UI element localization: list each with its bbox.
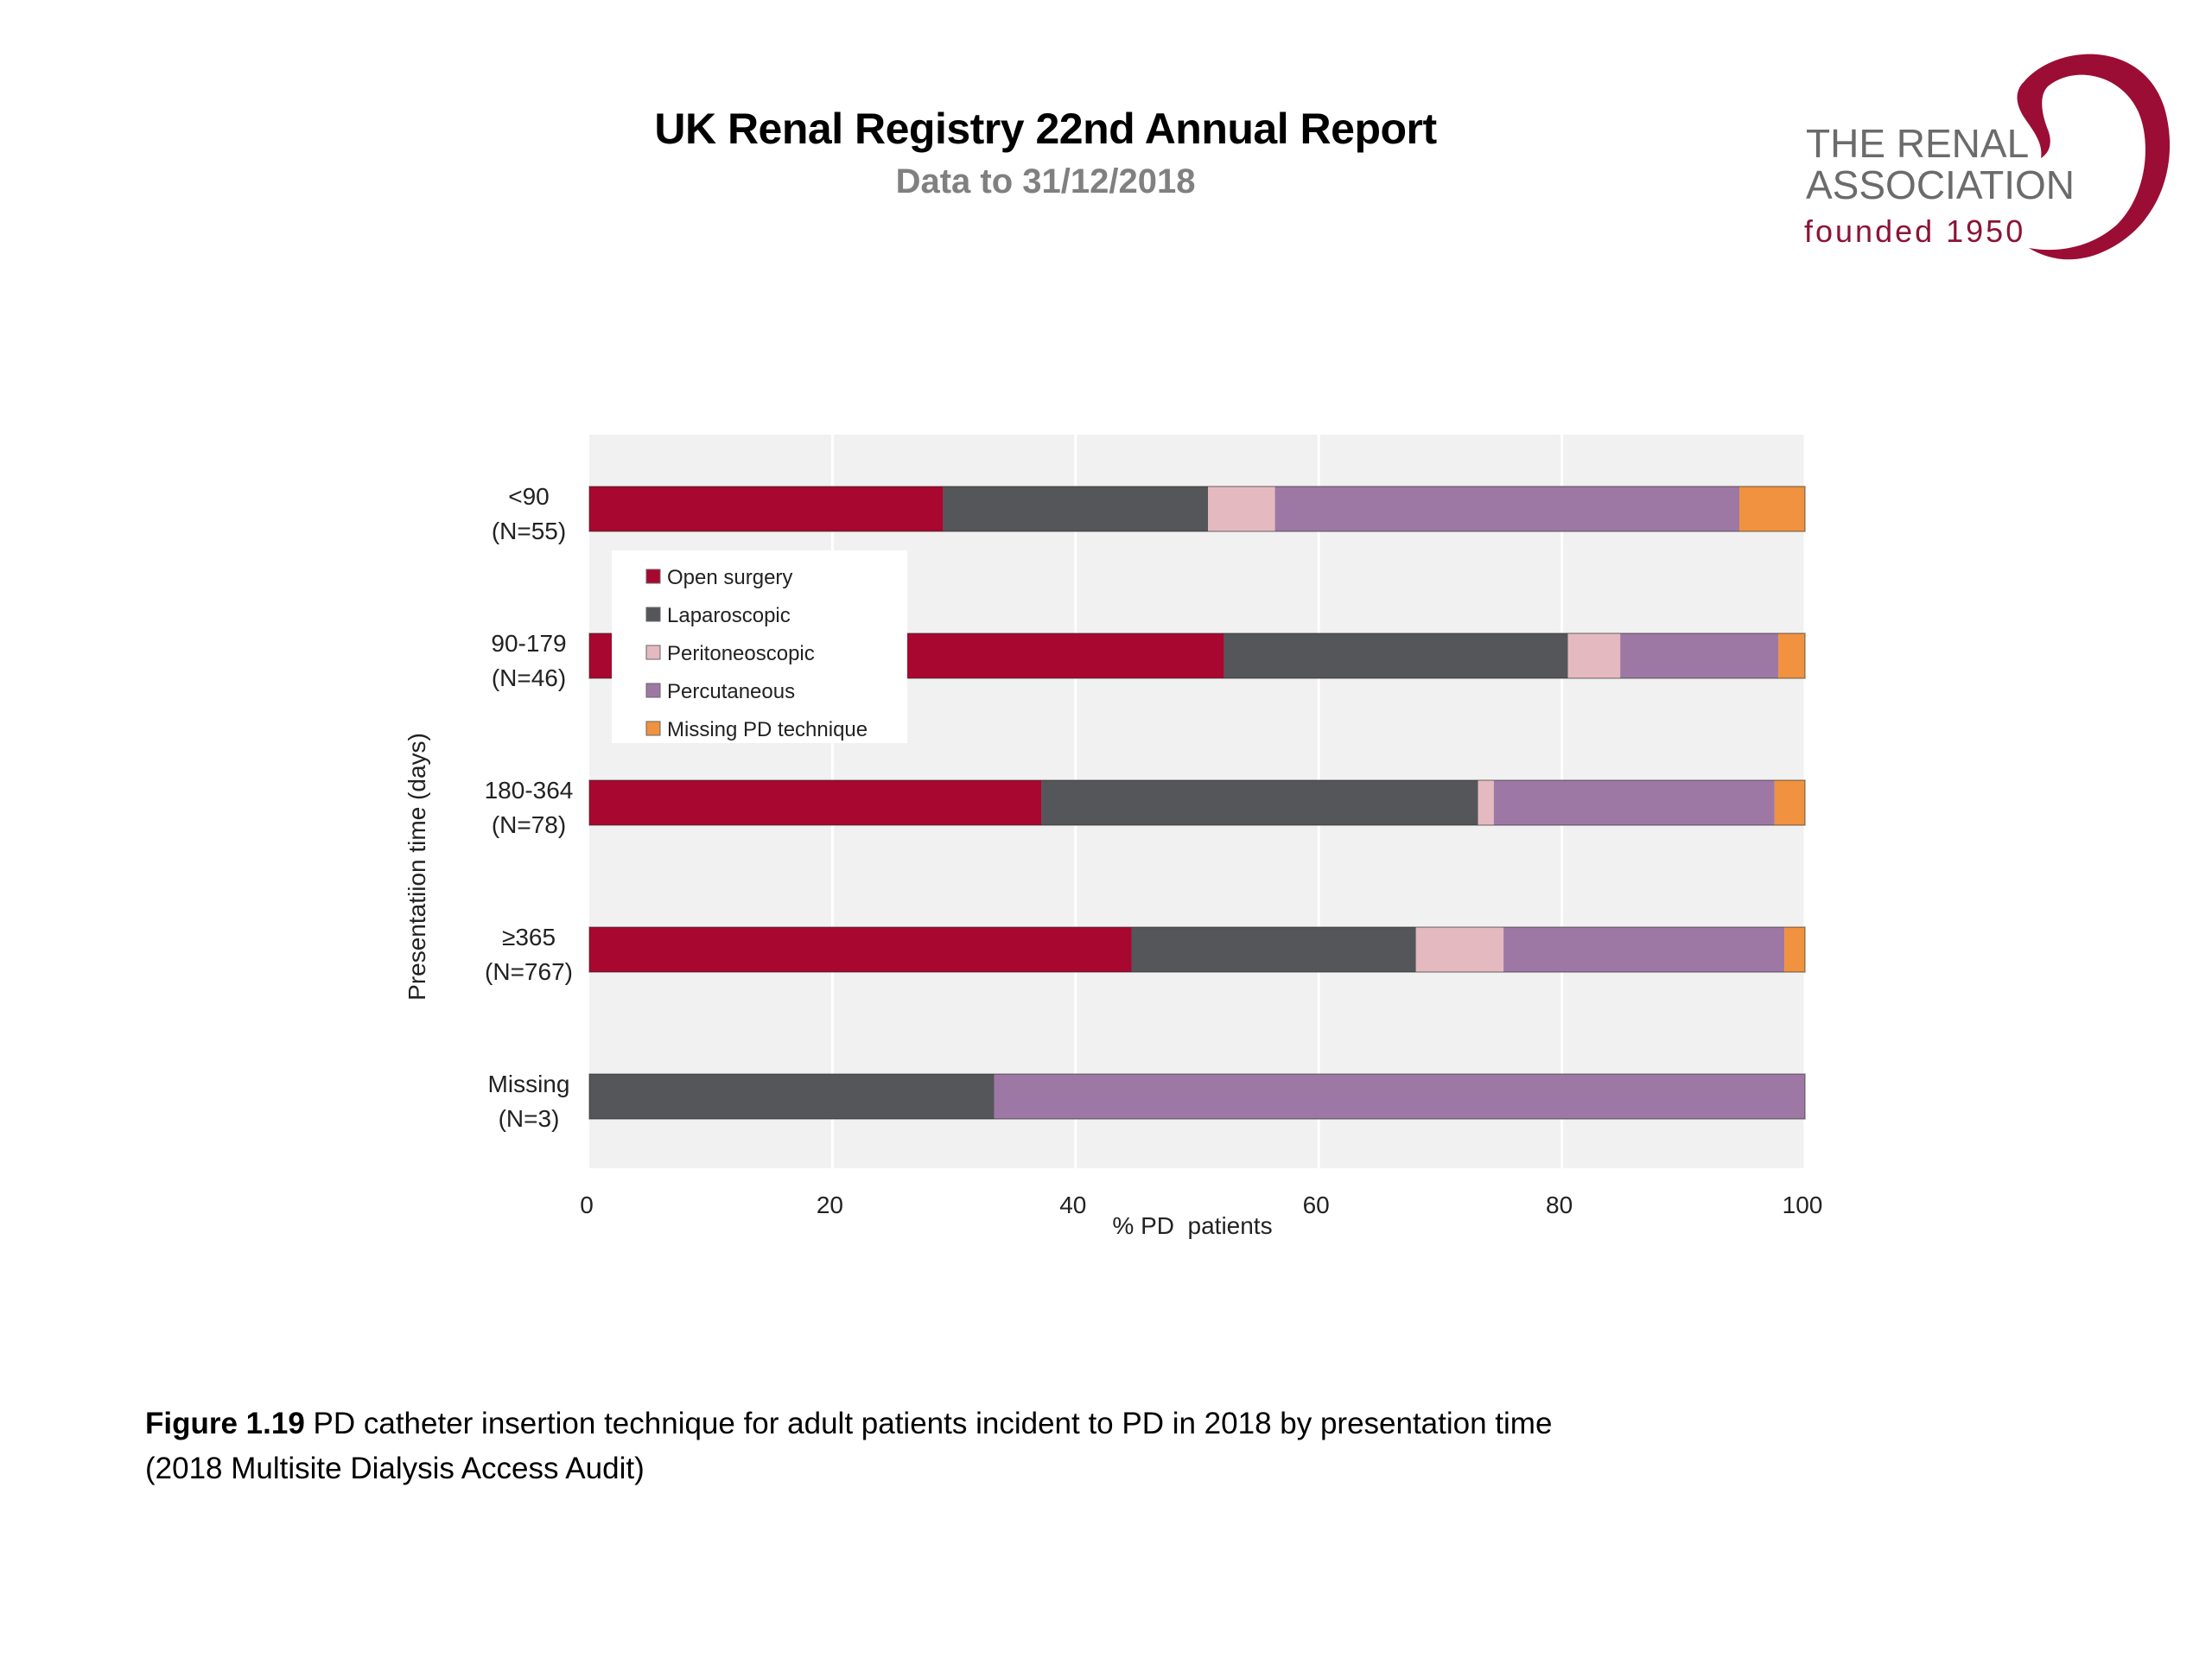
- bar-row: [588, 1073, 1806, 1120]
- bar-segment-missing-pd-technique: [1784, 927, 1805, 972]
- figure-caption-text: PD catheter insertion technique for adul…: [304, 1407, 1553, 1440]
- report-subtitle: Data to 31/12/2018: [895, 162, 1196, 200]
- bar-row: [588, 779, 1806, 826]
- bar-segment-peritoneoscopic: [1415, 927, 1504, 972]
- figure-caption-source: (2018 Multisite Dialysis Access Audit): [145, 1452, 645, 1485]
- legend-item: Open surgery: [645, 566, 792, 589]
- bar-segment-laparoscopic: [589, 1074, 995, 1119]
- x-axis-title: % PD patients: [1112, 1212, 1272, 1239]
- y-tick-label: <90: [508, 483, 550, 510]
- legend-label: Missing PD technique: [667, 718, 868, 741]
- bar-outline: [588, 1073, 1806, 1120]
- bar-segment-percutaneous: [1503, 927, 1785, 972]
- bar-segment-peritoneoscopic: [1478, 780, 1494, 825]
- legend: Open surgery Laparoscopic Peritoneoscopic P…: [612, 550, 907, 743]
- bar-row: [588, 926, 1806, 973]
- y-tick-label: Missing: [488, 1071, 570, 1097]
- y-tick-label: 180-364: [485, 777, 574, 804]
- bar-segment-laparoscopic: [943, 486, 1209, 531]
- bar-segment-open-surgery: [589, 486, 944, 531]
- logo-text-line2: ASSOCIATION: [1806, 162, 2075, 207]
- y-tick-count: (N=46): [492, 664, 566, 691]
- legend-item: Missing PD technique: [645, 718, 868, 741]
- bar-outline: [588, 926, 1806, 973]
- y-tick-count: (N=767): [485, 958, 573, 985]
- bar-segment-open-surgery: [589, 927, 1132, 972]
- y-tick-label: 90-179: [491, 630, 566, 657]
- figure-label: Figure 1.19: [145, 1407, 305, 1440]
- bar-segment-peritoneoscopic: [1208, 486, 1275, 531]
- legend-swatch: [645, 683, 661, 698]
- kidney-swoosh-icon: [2017, 54, 2171, 260]
- x-tick-label: 80: [1546, 1192, 1573, 1218]
- y-tick-label: ≥365: [502, 924, 556, 950]
- legend-label: Peritoneoscopic: [667, 642, 815, 665]
- report-title: UK Renal Registry 22nd Annual Report: [654, 105, 1437, 153]
- legend-label: Open surgery: [667, 566, 792, 589]
- bar-row: [588, 486, 1806, 532]
- bar-outline: [588, 486, 1806, 532]
- bar-segment-laparoscopic: [1131, 927, 1416, 972]
- x-tick-label: 100: [1783, 1192, 1823, 1218]
- bar-segment-percutaneous: [1620, 633, 1779, 678]
- x-axis-tick-labels: 0 20 40 60 80 100: [580, 1192, 1822, 1218]
- y-axis-labels: <90 (N=55) 90-179 (N=46) 180-364 (N=78) ≥365 (N…: [485, 483, 574, 1132]
- x-tick-label: 0: [580, 1192, 594, 1218]
- bar-segment-open-surgery: [589, 780, 1042, 825]
- bar-segment-percutaneous: [994, 1074, 1805, 1119]
- legend-item: Laparoscopic: [645, 604, 791, 627]
- legend-label: Percutaneous: [667, 680, 795, 703]
- legend-swatch: [645, 569, 661, 584]
- x-tick-label: 20: [817, 1192, 843, 1218]
- legend-item: Percutaneous: [645, 680, 795, 703]
- bar-segment-percutaneous: [1274, 486, 1740, 531]
- y-tick-count: (N=3): [499, 1105, 560, 1132]
- x-tick-label: 60: [1303, 1192, 1330, 1218]
- legend-box: [612, 550, 907, 743]
- bar-segment-laparoscopic: [1224, 633, 1568, 678]
- legend-item: Peritoneoscopic: [645, 642, 815, 665]
- y-tick-count: (N=55): [492, 518, 566, 544]
- renal-association-logo: THE RENAL ASSOCIATION founded 1950: [1797, 48, 2177, 272]
- legend-swatch: [645, 645, 661, 660]
- bar-segment-missing-pd-technique: [1778, 633, 1805, 678]
- legend-label: Laparoscopic: [667, 604, 791, 627]
- bar-outline: [588, 632, 1806, 679]
- figure-caption: Figure 1.19 PD catheter insertion techni…: [145, 1402, 1960, 1491]
- bar-segment-peritoneoscopic: [1567, 633, 1621, 678]
- y-tick-count: (N=78): [492, 811, 566, 838]
- bar-outline: [588, 779, 1806, 826]
- legend-swatch: [645, 721, 661, 736]
- legend-swatch: [645, 607, 661, 622]
- bar-segment-missing-pd-technique: [1739, 486, 1805, 531]
- y-axis-title: Presentatiion time (days): [404, 733, 430, 1001]
- bar-segment-missing-pd-technique: [1774, 780, 1805, 825]
- logo-text-line1: THE RENAL: [1806, 121, 2030, 166]
- x-tick-label: 40: [1059, 1192, 1086, 1218]
- bar-segment-percutaneous: [1493, 780, 1775, 825]
- bar-segment-laparoscopic: [1041, 780, 1478, 825]
- logo-text-founded: founded 1950: [1804, 213, 2026, 249]
